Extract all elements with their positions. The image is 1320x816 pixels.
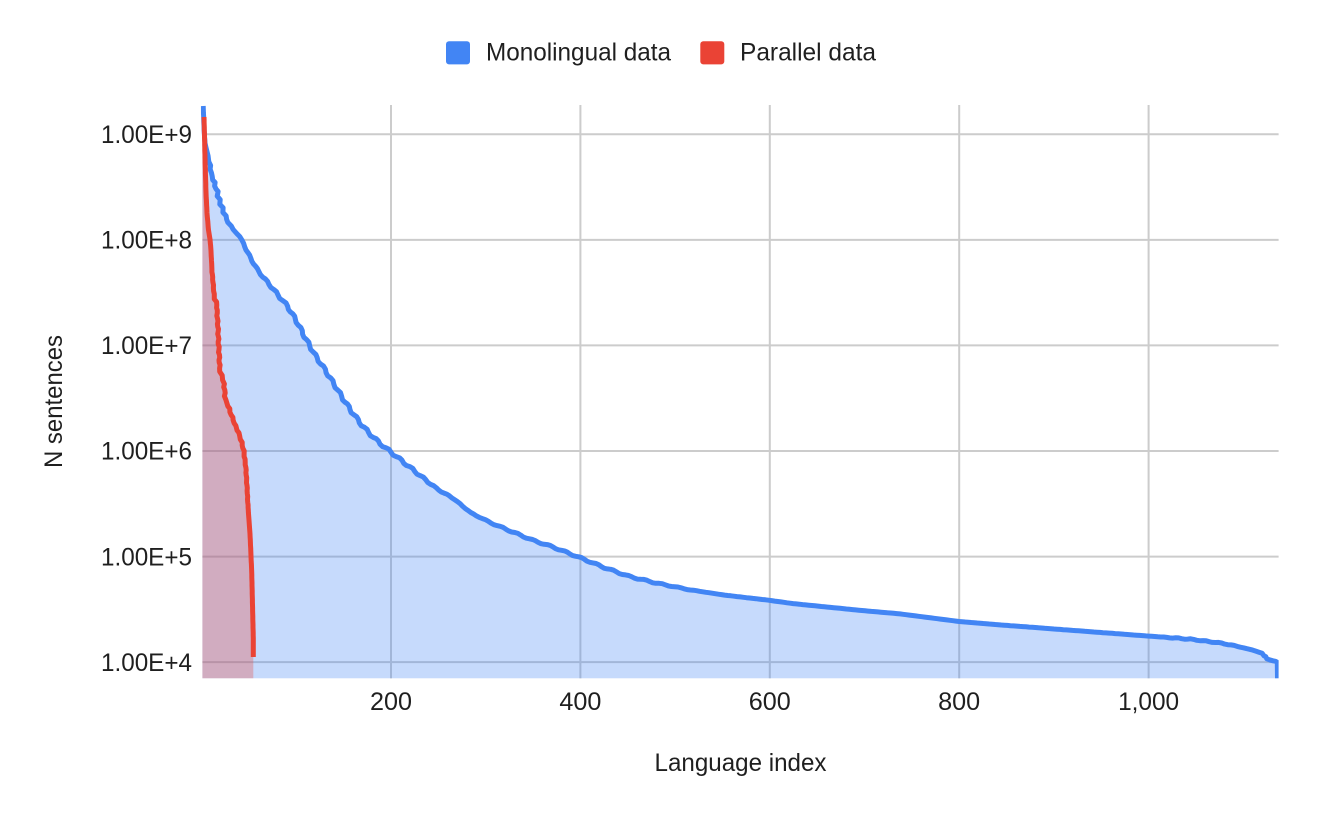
- svg-text:400: 400: [559, 688, 601, 716]
- svg-text:1.00E+6: 1.00E+6: [101, 438, 192, 466]
- svg-text:1.00E+8: 1.00E+8: [101, 227, 192, 255]
- svg-text:Parallel data: Parallel data: [740, 38, 876, 66]
- svg-text:Language index: Language index: [655, 749, 827, 777]
- svg-text:1.00E+5: 1.00E+5: [101, 543, 192, 571]
- svg-text:800: 800: [938, 688, 980, 716]
- svg-text:Monolingual data: Monolingual data: [486, 38, 671, 66]
- svg-text:200: 200: [370, 688, 412, 716]
- svg-text:1.00E+9: 1.00E+9: [101, 121, 192, 149]
- svg-text:600: 600: [749, 688, 791, 716]
- svg-text:1.00E+7: 1.00E+7: [101, 332, 192, 360]
- svg-text:1.00E+4: 1.00E+4: [101, 649, 192, 677]
- svg-text:1,000: 1,000: [1118, 688, 1179, 716]
- svg-text:N sentences: N sentences: [40, 335, 68, 468]
